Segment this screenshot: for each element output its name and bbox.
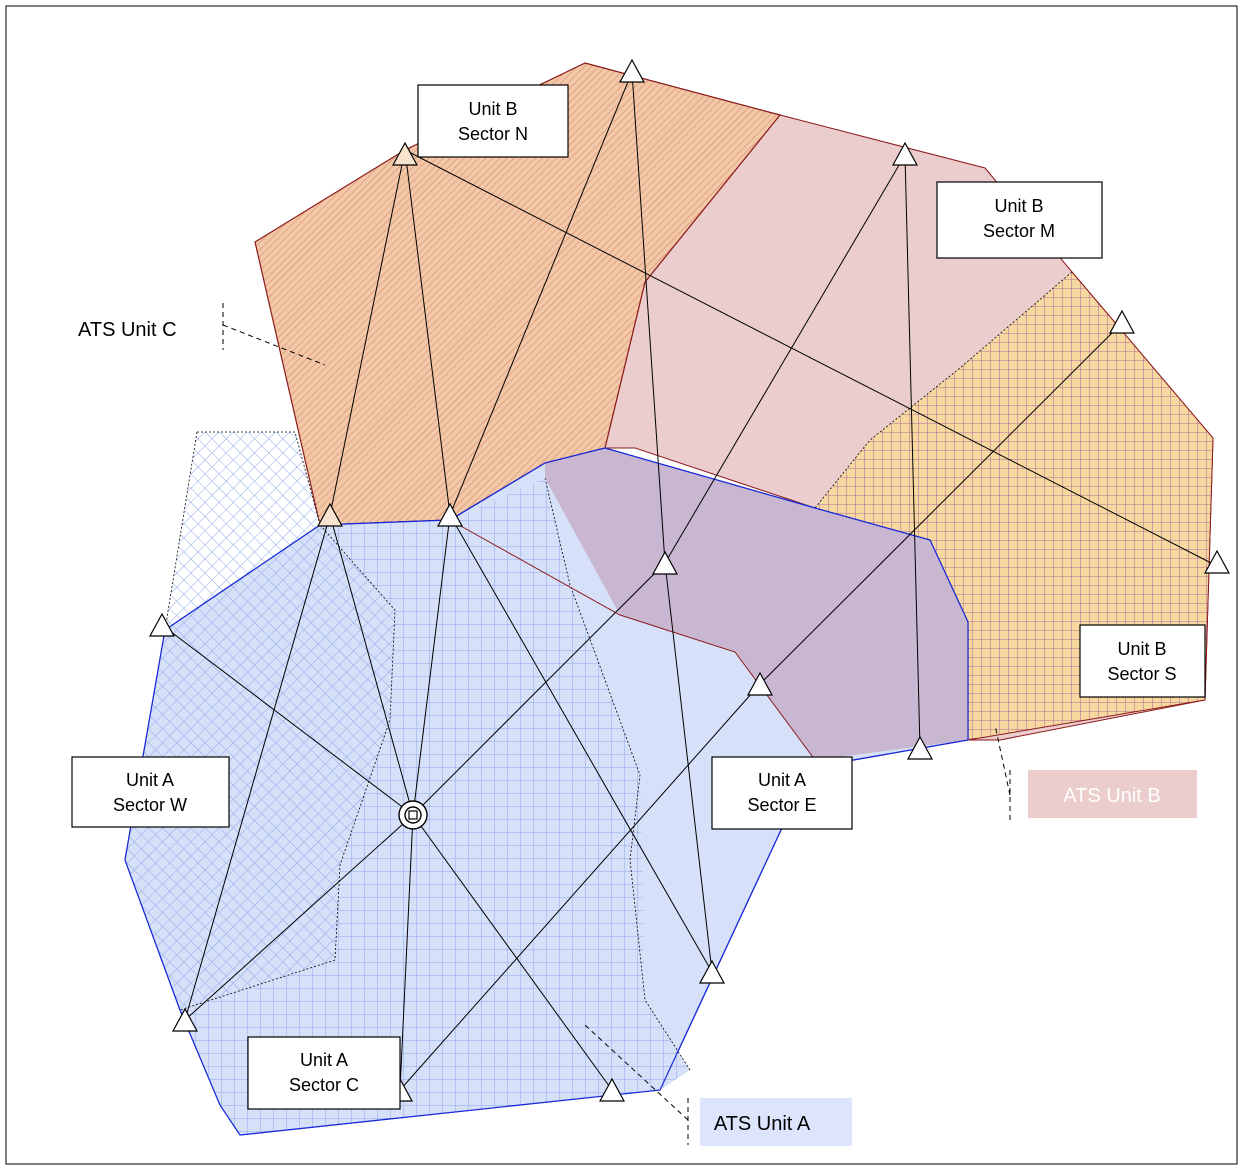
- sector-w-boundary: [179, 524, 396, 1011]
- unit-a-sector-c-area: [180, 478, 690, 1135]
- unit-b-sector-s-area: [815, 272, 1213, 740]
- navaid-triangle: [391, 141, 419, 166]
- unit-a-sector-w-area: [125, 525, 395, 1010]
- svg-text:ATS Unit B: ATS Unit B: [1063, 785, 1160, 807]
- svg-text:Sector S: Sector S: [1107, 664, 1176, 684]
- leader-lines: [222, 303, 1011, 1145]
- svg-text:Unit B: Unit B: [468, 99, 517, 119]
- navaid-triangle: [651, 550, 679, 575]
- label-unit-a-sector-e: Unit A Sector E: [711, 756, 853, 830]
- svg-text:Sector W: Sector W: [113, 795, 187, 815]
- svg-text:Sector N: Sector N: [458, 124, 528, 144]
- navaid-triangle: [906, 735, 934, 760]
- svg-text:Sector M: Sector M: [983, 221, 1055, 241]
- label-unit-b-sector-n: Unit B Sector N: [417, 84, 569, 158]
- ats-unit-c-label: ATS Unit C: [78, 319, 177, 341]
- navaid-triangle: [148, 612, 176, 637]
- navaid-triangle: [598, 1077, 626, 1102]
- svg-text:Unit B: Unit B: [994, 196, 1043, 216]
- overlap-area: [545, 448, 968, 760]
- nav-aid-triangles: [148, 58, 1231, 1102]
- svg-text:Sector E: Sector E: [747, 795, 816, 815]
- vor-symbol: [398, 800, 428, 830]
- navaid-triangle: [1203, 549, 1231, 574]
- ats-unit-b-label: ATS Unit B: [1028, 770, 1197, 818]
- sector-s-boundary: [814, 271, 1073, 509]
- svg-text:Unit B: Unit B: [1117, 639, 1166, 659]
- svg-text:Sector C: Sector C: [289, 1075, 359, 1095]
- navaid-triangle: [746, 671, 774, 696]
- navaid-triangle: [436, 502, 464, 527]
- label-unit-a-sector-w: Unit A Sector W: [71, 756, 230, 828]
- svg-text:ATS Unit A: ATS Unit A: [714, 1113, 811, 1135]
- label-unit-b-sector-m: Unit B Sector M: [936, 181, 1103, 259]
- sector-c-boundary-east: [544, 477, 691, 1071]
- navaid-triangle: [618, 58, 646, 83]
- navaid-triangle: [891, 141, 919, 166]
- navaid-triangle: [698, 959, 726, 984]
- svg-text:Unit A: Unit A: [300, 1050, 348, 1070]
- navaid-triangle: [316, 502, 344, 527]
- svg-text:Unit A: Unit A: [126, 770, 174, 790]
- route-lines: [161, 71, 1216, 1091]
- label-unit-a-sector-c: Unit A Sector C: [247, 1036, 401, 1110]
- label-unit-b-sector-s: Unit B Sector S: [1079, 624, 1206, 698]
- ats-unit-a-label: ATS Unit A: [700, 1098, 852, 1146]
- svg-text:Unit A: Unit A: [758, 770, 806, 790]
- navaid-triangle: [1108, 309, 1136, 334]
- unit-a-sector-w-upper: [164, 431, 321, 631]
- navaid-triangle: [171, 1007, 199, 1032]
- unit-b-boundary-south: [449, 519, 816, 761]
